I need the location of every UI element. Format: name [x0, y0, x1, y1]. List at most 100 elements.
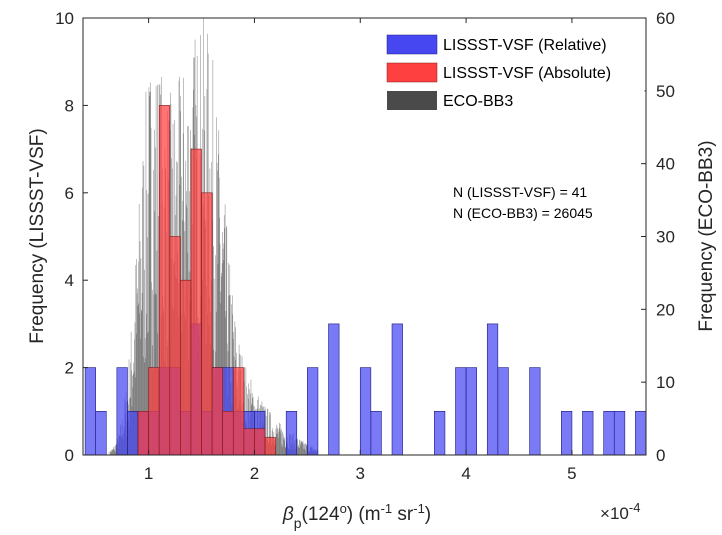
relative-bar — [497, 367, 509, 456]
x-axis-title-sub-p: p — [294, 515, 302, 531]
eco-bar — [219, 244, 221, 455]
eco-bar — [267, 408, 268, 455]
eco-bar — [298, 447, 300, 455]
legend-label-absolute: LISSST-VSF (Absolute) — [443, 65, 611, 82]
legend-swatch-relative — [386, 34, 438, 55]
eco-bar — [135, 333, 137, 455]
y-right-tick-label: 30 — [656, 228, 675, 247]
eco-bar — [115, 451, 117, 455]
eco-bar — [300, 445, 302, 455]
eco-bar — [212, 219, 213, 455]
eco-bar — [183, 77, 184, 455]
eco-bar — [223, 215, 225, 455]
eco-bar — [154, 147, 156, 455]
relative-bar — [486, 323, 499, 456]
eco-bar — [265, 409, 266, 455]
eco-bar — [224, 228, 225, 455]
eco-bar — [218, 130, 220, 455]
eco-bar — [281, 444, 283, 455]
eco-bar — [305, 450, 306, 455]
eco-bar — [133, 362, 134, 455]
relative-bar — [465, 367, 477, 456]
eco-bar — [302, 442, 303, 455]
eco-bar — [304, 448, 305, 455]
eco-bar — [282, 431, 283, 455]
eco-bar — [278, 431, 280, 455]
legend-label-eco: ECO-BB3 — [443, 93, 513, 110]
eco-bar — [136, 259, 137, 455]
absolute-bar — [180, 279, 192, 456]
relative-bar — [84, 367, 97, 456]
annotation-n-lisst: N (LISSST-VSF) = 41 — [453, 184, 587, 200]
eco-bar — [282, 433, 284, 455]
eco-bar — [148, 87, 150, 455]
eco-bar — [216, 117, 217, 455]
eco-bar — [278, 437, 279, 455]
eco-bar — [284, 438, 286, 455]
absolute-bar — [254, 428, 266, 456]
eco-bar — [299, 440, 301, 455]
relative-bar — [307, 367, 319, 456]
y-right-tick-label: 10 — [656, 373, 675, 392]
eco-bar — [143, 362, 145, 455]
eco-bar — [301, 441, 303, 455]
eco-bar — [154, 211, 156, 455]
x-axis-title: βp(124o) (m-1 sr-1) — [282, 501, 431, 532]
eco-bar — [222, 231, 223, 455]
relative-bar — [582, 410, 594, 456]
eco-bar — [306, 445, 307, 455]
absolute-bar — [158, 105, 171, 456]
eco-bar — [146, 333, 148, 455]
eco-bar — [113, 447, 115, 455]
eco-bar — [139, 313, 140, 455]
eco-bar — [303, 448, 305, 455]
relative-bar — [391, 323, 403, 456]
y-right-tick-label: 40 — [656, 155, 675, 174]
x-axis-title-angle: (124 — [302, 504, 340, 525]
x-axis-title-unit-m: ) (m — [347, 504, 381, 525]
eco-bar — [277, 428, 279, 455]
eco-bar — [218, 154, 219, 455]
eco-bar — [157, 84, 158, 455]
eco-bar — [111, 450, 112, 455]
eco-bar — [111, 449, 113, 455]
legend: LISSST-VSF (Relative) LISSST-VSF (Absolu… — [377, 25, 645, 123]
eco-bar — [143, 165, 145, 455]
eco-bar — [221, 263, 223, 455]
eco-bar — [284, 440, 285, 455]
eco-bar — [112, 449, 114, 455]
eco-bar — [300, 442, 301, 455]
eco-bar — [146, 313, 147, 455]
eco-bar — [223, 243, 225, 455]
x-tick-label: 3 — [356, 464, 365, 483]
eco-bar — [283, 439, 284, 455]
eco-bar — [218, 177, 220, 455]
eco-bar — [145, 357, 146, 455]
x-multiplier-times: × — [600, 504, 610, 523]
eco-bar — [302, 440, 304, 455]
y-left-tick-label: 8 — [65, 96, 74, 115]
y-left-tick-label: 0 — [65, 446, 74, 465]
eco-bar — [279, 423, 281, 455]
eco-bar — [149, 92, 151, 455]
eco-bar — [226, 225, 227, 455]
eco-bar — [144, 338, 146, 455]
y-left-tick-label: 10 — [55, 9, 74, 28]
x-tick-label: 4 — [461, 464, 470, 483]
eco-bar — [142, 187, 143, 455]
eco-bar — [114, 445, 116, 455]
relative-bar — [529, 367, 541, 456]
absolute-bar — [211, 367, 223, 456]
eco-bar — [212, 60, 214, 455]
eco-bar — [135, 265, 137, 455]
eco-bar — [213, 278, 215, 455]
x-tick-label: 5 — [567, 464, 576, 483]
x-tick-label: 1 — [144, 464, 153, 483]
absolute-bar — [148, 367, 160, 456]
eco-bar — [149, 96, 150, 455]
y-left-tick-label: 2 — [65, 359, 74, 378]
x-axis-title-exp-sr: -1 — [413, 501, 425, 516]
eco-bar — [150, 127, 152, 455]
eco-bar — [299, 439, 300, 455]
x-axis-title-beta: β — [282, 504, 294, 525]
